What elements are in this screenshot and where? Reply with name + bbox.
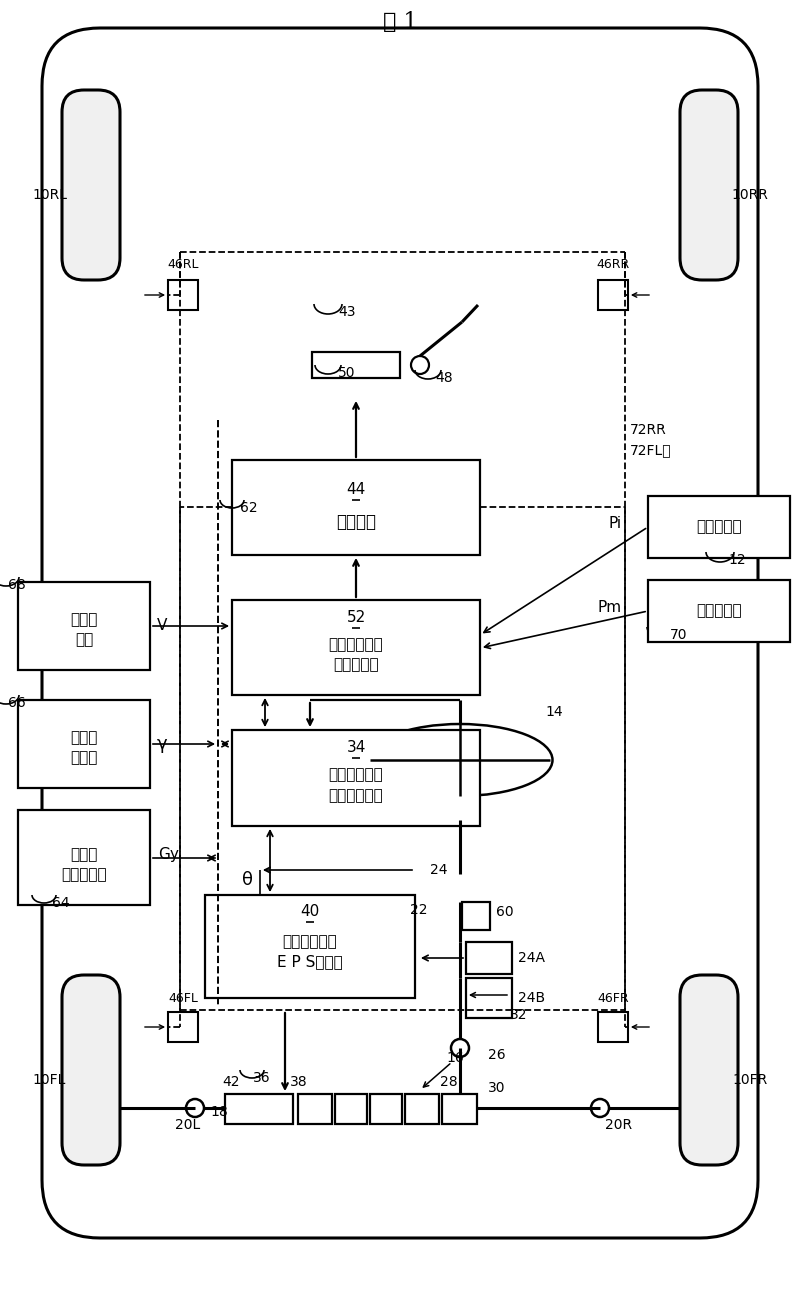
Text: 24A: 24A xyxy=(518,951,545,965)
Text: 24: 24 xyxy=(430,862,447,877)
Bar xyxy=(232,460,480,556)
Text: 48: 48 xyxy=(435,370,453,385)
Text: 电子控制设备: 电子控制设备 xyxy=(329,768,383,782)
Text: 电子控制设备: 电子控制设备 xyxy=(329,637,383,653)
Bar xyxy=(168,280,198,310)
Text: 52: 52 xyxy=(346,610,366,625)
Text: 传感器: 传感器 xyxy=(70,730,98,746)
Text: 38: 38 xyxy=(290,1075,308,1089)
Circle shape xyxy=(591,1099,609,1118)
Text: 66: 66 xyxy=(8,695,26,710)
Text: 压力传感器: 压力传感器 xyxy=(696,603,742,619)
Text: 横向加速度: 横向加速度 xyxy=(61,868,107,882)
Bar xyxy=(18,581,150,670)
Text: 图 1: 图 1 xyxy=(382,10,418,32)
Bar xyxy=(648,580,790,642)
Bar xyxy=(312,352,400,378)
Bar xyxy=(168,1011,198,1042)
Text: E P S控制用: E P S控制用 xyxy=(277,954,343,970)
Bar xyxy=(598,1011,628,1042)
Text: V: V xyxy=(157,619,167,633)
Text: 20R: 20R xyxy=(605,1118,632,1132)
Text: 34: 34 xyxy=(346,741,366,755)
FancyBboxPatch shape xyxy=(62,89,120,280)
Bar xyxy=(405,1094,439,1124)
Text: 10FR: 10FR xyxy=(733,1074,768,1087)
Bar xyxy=(232,730,480,826)
Bar xyxy=(225,1094,293,1124)
Text: 10RR: 10RR xyxy=(731,188,768,202)
Text: γ: γ xyxy=(157,736,168,752)
Bar xyxy=(205,895,415,998)
FancyBboxPatch shape xyxy=(680,975,738,1166)
Text: 46RL: 46RL xyxy=(167,259,198,272)
Text: 传感器: 传感器 xyxy=(70,613,98,628)
Bar xyxy=(442,1094,477,1124)
Bar xyxy=(298,1094,332,1124)
FancyBboxPatch shape xyxy=(62,975,120,1166)
Text: 43: 43 xyxy=(338,306,355,319)
Text: 46FL: 46FL xyxy=(168,992,198,1005)
Text: 46RR: 46RR xyxy=(596,259,630,272)
Text: 油压回路: 油压回路 xyxy=(336,513,376,531)
Bar xyxy=(598,280,628,310)
Text: 行为控制用: 行为控制用 xyxy=(333,658,379,672)
Text: 72RR: 72RR xyxy=(630,423,666,436)
Text: Pm: Pm xyxy=(598,601,622,615)
Text: Pi: Pi xyxy=(609,517,622,531)
Bar xyxy=(648,496,790,558)
Bar xyxy=(335,1094,367,1124)
Bar xyxy=(466,941,512,974)
Text: 电子控制设备: 电子控制设备 xyxy=(282,935,338,949)
Text: 传感器: 传感器 xyxy=(70,847,98,862)
Text: 50: 50 xyxy=(338,366,355,379)
Text: 72FL～: 72FL～ xyxy=(630,443,672,457)
Text: 44: 44 xyxy=(346,483,366,497)
Text: 20L: 20L xyxy=(175,1118,200,1132)
Text: 28: 28 xyxy=(440,1075,458,1089)
Bar xyxy=(370,1094,402,1124)
Text: 10RL: 10RL xyxy=(32,188,67,202)
Text: 压力传感器: 压力传感器 xyxy=(696,519,742,535)
Bar xyxy=(18,809,150,905)
FancyBboxPatch shape xyxy=(42,28,758,1238)
Text: 68: 68 xyxy=(8,578,26,592)
Text: 14: 14 xyxy=(545,704,562,719)
Text: Gy: Gy xyxy=(158,847,179,862)
Circle shape xyxy=(186,1099,204,1118)
Text: 32: 32 xyxy=(510,1008,527,1022)
Text: 70: 70 xyxy=(670,628,687,642)
Text: 车速: 车速 xyxy=(75,632,93,648)
Text: 转向角控制用: 转向角控制用 xyxy=(329,789,383,803)
Text: 30: 30 xyxy=(488,1081,506,1096)
Text: 26: 26 xyxy=(488,1048,506,1062)
Text: 10FL: 10FL xyxy=(32,1074,66,1087)
Text: 12: 12 xyxy=(728,553,746,567)
Text: 22: 22 xyxy=(410,903,427,917)
Text: 62: 62 xyxy=(240,501,258,515)
Text: θ: θ xyxy=(242,872,253,888)
Bar xyxy=(232,600,480,695)
Circle shape xyxy=(451,1039,469,1057)
FancyBboxPatch shape xyxy=(680,89,738,280)
Text: 46FR: 46FR xyxy=(597,992,629,1005)
Bar xyxy=(462,903,490,930)
Text: 16: 16 xyxy=(446,1052,464,1064)
Text: 40: 40 xyxy=(300,904,320,919)
Bar xyxy=(18,701,150,787)
Text: 36: 36 xyxy=(253,1071,271,1085)
Text: 24B: 24B xyxy=(518,991,545,1005)
Text: 64: 64 xyxy=(52,896,70,910)
Text: 42: 42 xyxy=(222,1075,239,1089)
Text: 横摆率: 横摆率 xyxy=(70,751,98,765)
Bar xyxy=(466,978,512,1018)
Text: 60: 60 xyxy=(496,905,514,919)
Text: 18: 18 xyxy=(210,1105,228,1119)
Circle shape xyxy=(411,356,429,374)
